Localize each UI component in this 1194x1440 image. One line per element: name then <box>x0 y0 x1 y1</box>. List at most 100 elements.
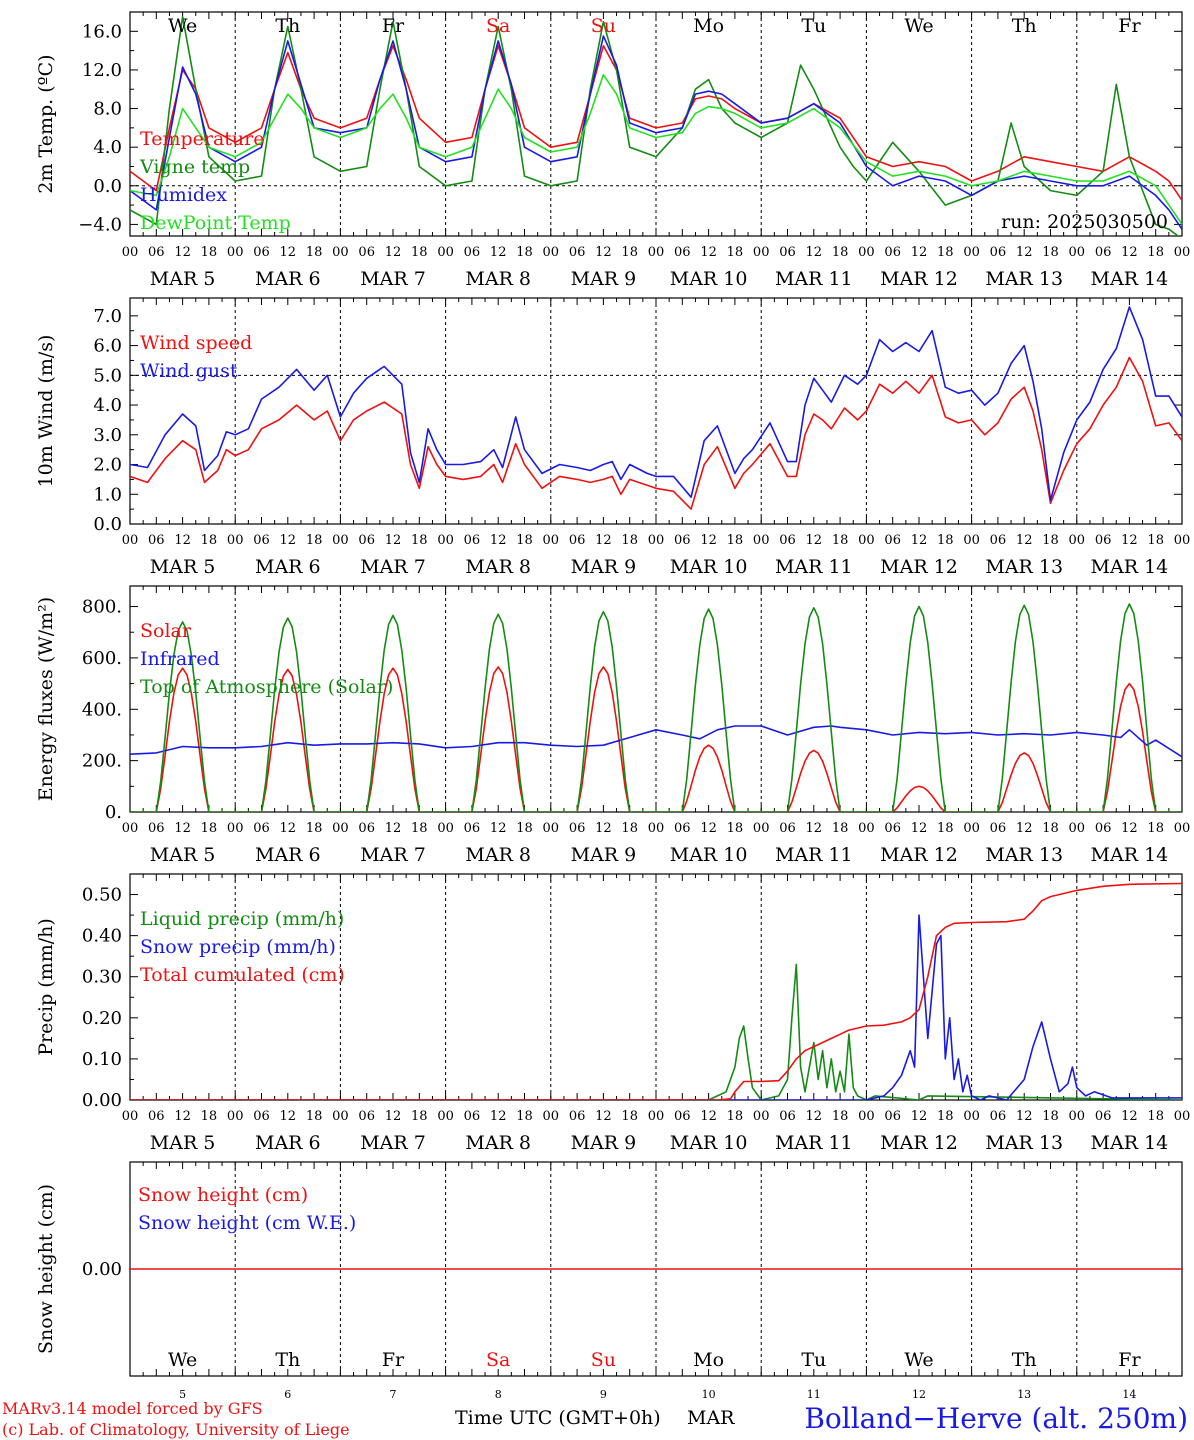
hour-tick-label: 00 <box>122 533 139 548</box>
panel-3: 0. 200. 400. 600. 800. Energy fluxes (W/m²) So… <box>35 585 1190 866</box>
hour-tick-label: 00 <box>963 821 980 836</box>
date-label: MAR 9 <box>571 556 637 578</box>
y-tick-label: 0.40 <box>82 926 122 947</box>
hour-tick-label: 12 <box>1016 821 1033 836</box>
series-line-dewpoint-temp <box>130 74 1182 225</box>
y-tick-label: 4.0 <box>93 395 122 416</box>
y-tick-label: 600. <box>82 648 122 669</box>
day-name-label: Fr <box>382 15 405 37</box>
day-name-label: We <box>904 1349 933 1371</box>
hour-tick-label: 06 <box>464 821 481 836</box>
hour-tick-label: 00 <box>858 245 875 260</box>
hour-tick-label: 12 <box>490 1109 507 1124</box>
hour-tick-label: 12 <box>595 821 612 836</box>
hour-tick-label: 12 <box>385 533 402 548</box>
date-label: MAR 7 <box>360 268 426 290</box>
series-line-vigne-temp <box>130 15 1180 236</box>
day-name-label: Mo <box>693 15 724 37</box>
footer-model-line: MARv3.14 model forced by GFS <box>2 1399 263 1418</box>
date-label: MAR 7 <box>360 556 426 578</box>
day-number-label: 10 <box>702 1388 716 1401</box>
y-tick-label: 800. <box>82 597 122 618</box>
hour-tick-label: 12 <box>911 533 928 548</box>
series-line-temperature <box>130 44 1182 201</box>
hour-tick-label: 12 <box>174 533 191 548</box>
y-tick-label: 0.20 <box>82 1008 122 1029</box>
series-line-solar <box>130 666 1182 812</box>
y-tick-label: 16.0 <box>82 21 122 42</box>
date-label: MAR 13 <box>985 844 1063 866</box>
date-label: MAR 14 <box>1091 268 1169 290</box>
hour-tick-label: 06 <box>569 245 586 260</box>
hour-tick-label: 00 <box>963 1109 980 1124</box>
date-label: MAR 12 <box>880 1132 958 1154</box>
hour-tick-label: 00 <box>227 821 244 836</box>
y-tick-label: −4.0 <box>78 214 122 235</box>
hour-tick-label: 12 <box>490 533 507 548</box>
hour-tick-label: 00 <box>1174 1109 1191 1124</box>
hour-tick-label: 18 <box>516 1109 533 1124</box>
y-tick-label: 0.50 <box>82 885 122 906</box>
hour-tick-label: 00 <box>1069 533 1086 548</box>
date-label: MAR 12 <box>880 268 958 290</box>
day-name-label: Tu <box>801 1349 826 1371</box>
hour-tick-label: 00 <box>858 821 875 836</box>
hour-tick-label: 18 <box>727 245 744 260</box>
hour-tick-label: 00 <box>648 1109 665 1124</box>
hour-tick-label: 00 <box>753 1109 770 1124</box>
date-label: MAR 8 <box>465 844 531 866</box>
hour-tick-label: 18 <box>306 1109 323 1124</box>
y-tick-label: 0.30 <box>82 967 122 988</box>
hour-tick-label: 06 <box>148 533 165 548</box>
legend-entry: DewPoint Temp <box>140 212 291 234</box>
day-number-label: 6 <box>284 1388 291 1401</box>
hour-tick-label: 00 <box>332 245 349 260</box>
hour-tick-label: 06 <box>990 1109 1007 1124</box>
hour-tick-label: 12 <box>1121 1109 1138 1124</box>
hour-tick-label: 18 <box>937 245 954 260</box>
hour-tick-label: 12 <box>806 1109 823 1124</box>
meteogram-panels: −4.0 0.0 4.0 8.0 12.0 16.0 2m Temp. (ºC) Temper… <box>35 11 1191 1401</box>
hour-tick-label: 18 <box>1042 245 1059 260</box>
day-number-label: 11 <box>807 1388 821 1401</box>
hour-tick-label: 12 <box>174 1109 191 1124</box>
hour-tick-label: 00 <box>227 245 244 260</box>
y-tick-label: 0.10 <box>82 1049 122 1070</box>
date-label: MAR 14 <box>1091 844 1169 866</box>
y-axis-label: Precip (mm/h) <box>35 918 57 1056</box>
date-label: MAR 14 <box>1091 1132 1169 1154</box>
y-tick-label: 12.0 <box>82 60 122 81</box>
hour-tick-label: 18 <box>832 533 849 548</box>
hour-tick-label: 00 <box>543 245 560 260</box>
hour-tick-label: 18 <box>621 1109 638 1124</box>
day-name-label: We <box>168 1349 197 1371</box>
hour-tick-label: 00 <box>543 1109 560 1124</box>
day-name-label: Mo <box>693 1349 724 1371</box>
hour-tick-label: 00 <box>332 821 349 836</box>
date-label: MAR 10 <box>670 268 748 290</box>
date-label: MAR 12 <box>880 556 958 578</box>
hour-tick-label: 06 <box>253 245 270 260</box>
series-group <box>130 306 1182 510</box>
hour-tick-label: 12 <box>700 1109 717 1124</box>
hour-tick-label: 00 <box>858 1109 875 1124</box>
hour-tick-label: 06 <box>884 821 901 836</box>
hour-tick-label: 18 <box>621 821 638 836</box>
hour-tick-label: 00 <box>227 533 244 548</box>
hour-tick-label: 00 <box>1069 821 1086 836</box>
hour-tick-label: 12 <box>911 1109 928 1124</box>
legend-entry: Humidex <box>140 184 227 206</box>
series-line-wind-speed <box>130 356 1182 510</box>
series-group <box>130 603 1182 812</box>
y-tick-label: 6.0 <box>93 336 122 357</box>
date-label: MAR 7 <box>360 844 426 866</box>
date-label: MAR 10 <box>670 1132 748 1154</box>
hour-tick-label: 00 <box>648 821 665 836</box>
hour-tick-label: 12 <box>280 1109 297 1124</box>
hour-tick-label: 18 <box>832 245 849 260</box>
hour-tick-label: 18 <box>201 1109 218 1124</box>
hour-tick-label: 18 <box>306 821 323 836</box>
hour-tick-label: 00 <box>332 1109 349 1124</box>
day-number-label: 7 <box>390 1388 397 1401</box>
hour-tick-label: 18 <box>832 821 849 836</box>
